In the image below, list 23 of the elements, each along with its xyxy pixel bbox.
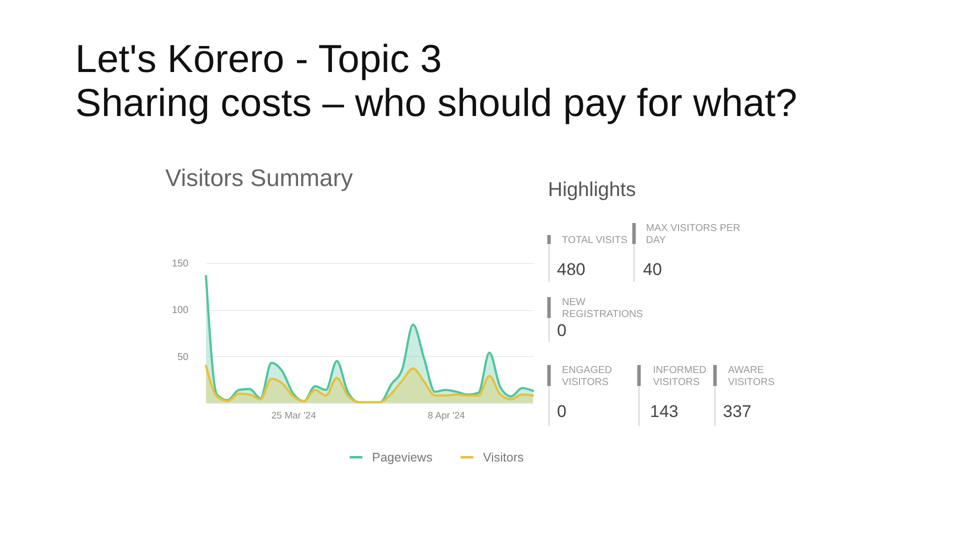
category-label: MAX VISITORS PER DAY — [646, 223, 740, 246]
data-label: 143 — [650, 402, 678, 421]
data-label: 40 — [643, 260, 662, 279]
y-tick-label: 50 — [177, 352, 189, 363]
legend-label: Pageviews — [372, 450, 432, 464]
chart-title: Visitors Summary — [165, 165, 353, 192]
category-label: AWARE VISITORS — [728, 365, 775, 388]
legend-label: Visitors — [483, 450, 524, 464]
data-label: 480 — [557, 260, 586, 279]
data-label: 0 — [557, 321, 566, 340]
x-tick-label: 8 Apr '24 — [428, 410, 465, 422]
y-tick-label: 100 — [172, 305, 189, 316]
text: Highlights — [548, 179, 636, 201]
category-label: ENGAGED VISITORS — [562, 365, 612, 388]
x-tick-label: 25 Mar '24 — [271, 410, 316, 422]
category-label: TOTAL VISITS — [562, 235, 628, 246]
category-label: INFORMED VISITORS — [653, 365, 706, 388]
category-label: NEW REGISTRATIONS — [562, 297, 644, 320]
data-label: 0 — [557, 402, 566, 421]
y-tick-label: 150 — [172, 258, 189, 270]
text: Sharing costs – who should pay for what? — [75, 82, 798, 125]
data-label: 337 — [723, 402, 752, 421]
text: Let's Kōrero - Topic 3 — [75, 38, 442, 81]
